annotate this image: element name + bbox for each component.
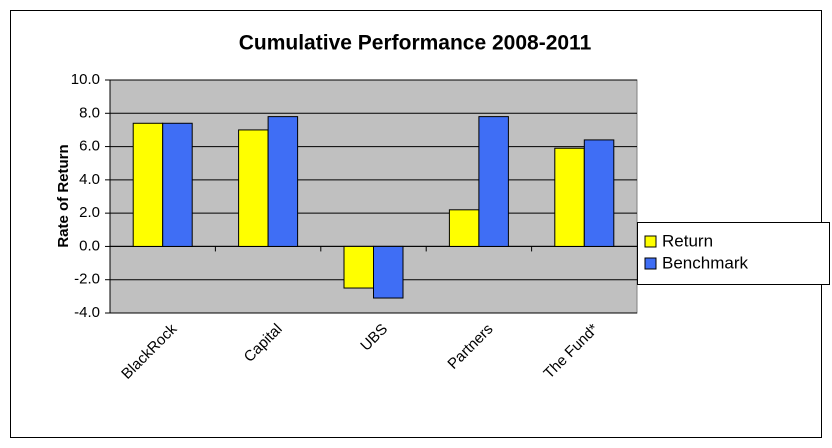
y-tick-label: 6.0 [79, 138, 100, 155]
legend-label: Return [662, 231, 713, 250]
bar [373, 245, 404, 299]
y-tick-label: 4.0 [79, 171, 100, 188]
y-tick-label: -4.0 [74, 304, 100, 321]
y-tick-label: -2.0 [74, 271, 100, 288]
bar [267, 116, 299, 247]
bar [343, 245, 374, 289]
bar [448, 209, 480, 247]
legend-swatch [644, 235, 657, 248]
legend-swatch [644, 257, 657, 270]
y-tick-label: 8.0 [79, 104, 100, 121]
bar [583, 139, 615, 247]
bar [132, 122, 164, 247]
y-tick-label: 2.0 [79, 204, 100, 221]
legend-label: Benchmark [662, 253, 748, 272]
bar [238, 129, 269, 247]
y-tick-label: 0.0 [79, 237, 100, 254]
y-axis-title: Rate of Return [55, 144, 72, 247]
bar [478, 116, 509, 247]
bar [554, 147, 585, 247]
bar [162, 122, 193, 247]
chart-title: Cumulative Performance 2008-2011 [239, 32, 592, 55]
y-tick-label: 10.0 [71, 71, 100, 88]
legend-box [637, 222, 830, 285]
